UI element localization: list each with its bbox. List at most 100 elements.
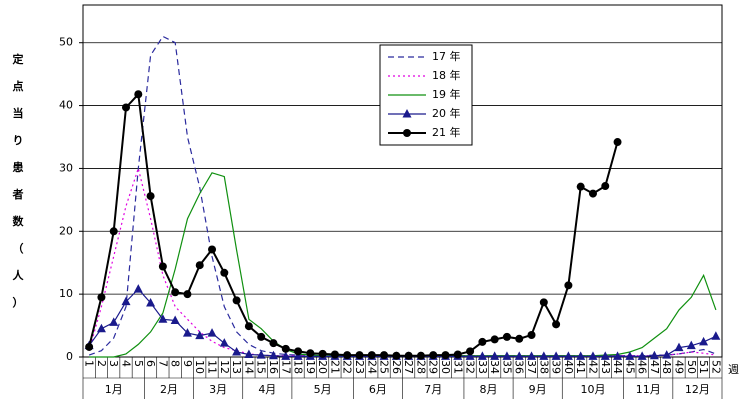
marker [563,351,573,360]
x-tick-label: 18 [292,360,305,374]
marker [219,338,229,347]
x-tick-label: 51 [697,360,710,374]
marker [232,346,242,356]
x-tick-label: 29 [427,360,440,374]
x-tick-label: 45 [623,360,636,374]
marker [539,351,549,360]
month-label: 12月 [685,383,710,396]
marker [465,351,475,360]
month-label: 5月 [314,383,332,396]
marker [711,331,721,340]
marker [490,351,500,360]
x-tick-label: 33 [476,360,489,374]
x-tick-label: 39 [550,360,563,374]
marker [380,351,389,360]
x-tick-label: 37 [525,360,538,374]
month-label: 6月 [369,383,387,396]
x-tick-label: 23 [353,360,366,374]
marker [502,332,511,341]
marker [294,347,303,356]
marker [306,349,315,358]
marker [256,350,266,359]
marker [122,103,131,112]
marker [109,317,119,326]
marker [478,337,487,346]
marker [662,350,672,359]
y-tick-label: 40 [59,99,73,112]
y-tick-label: 0 [66,350,73,363]
marker [490,335,499,344]
x-tick-label: 47 [648,360,661,374]
marker [281,344,290,353]
x-tick-label: 4 [120,360,133,367]
marker [392,351,401,360]
x-tick-label: 20 [316,360,329,374]
marker [146,192,155,201]
marker [146,297,156,307]
x-tick-label: 19 [304,360,317,374]
y-tick-label: 30 [59,161,73,174]
month-label: 3月 [209,383,227,396]
x-tick-label: 49 [672,360,685,374]
marker [170,315,180,325]
marker [514,351,524,360]
legend-label: 21 年 [432,125,461,139]
marker [588,351,598,360]
marker [232,296,241,305]
marker [121,296,131,306]
x-tick-label: 26 [390,360,403,374]
x-axis-label: 週 [728,363,739,376]
marker [268,350,278,360]
marker [552,320,561,329]
marker [97,293,106,302]
x-tick-label: 2 [95,360,108,367]
marker [158,314,168,323]
marker [133,284,143,293]
marker [293,351,303,360]
marker [85,342,94,351]
x-tick-label: 17 [279,360,292,374]
x-tick-label: 7 [156,360,169,367]
x-tick-label: 8 [169,360,182,367]
x-tick-label: 28 [414,360,427,374]
marker [171,288,180,297]
legend-label: 18 年 [432,68,461,82]
marker [515,334,524,343]
marker [330,350,339,359]
x-tick-label: 22 [341,360,354,374]
marker [600,351,610,360]
marker [402,109,412,118]
marker [649,350,659,360]
marker [244,322,253,331]
x-tick-label: 38 [537,360,550,374]
x-tick-label: 52 [709,360,722,374]
marker [257,332,266,341]
marker [674,342,684,352]
month-label: 2月 [160,383,178,396]
marker [195,261,204,270]
month-label: 9月 [529,383,547,396]
marker [601,182,610,191]
month-label: 7月 [424,383,442,396]
marker [355,351,364,360]
marker [551,351,561,360]
marker [134,90,143,99]
marker [158,262,167,271]
marker [613,138,622,147]
y-tick-label: 10 [59,287,73,300]
y-tick-label: 20 [59,224,73,237]
x-tick-label: 32 [464,360,477,374]
marker [208,245,217,254]
x-tick-label: 14 [242,360,255,374]
x-tick-label: 6 [144,360,157,367]
marker [625,351,635,360]
marker [343,351,352,360]
marker [613,351,623,360]
x-tick-label: 48 [660,360,673,374]
x-tick-label: 42 [586,360,599,374]
marker [207,328,217,337]
x-tick-label: 46 [636,360,649,374]
marker [244,349,254,358]
